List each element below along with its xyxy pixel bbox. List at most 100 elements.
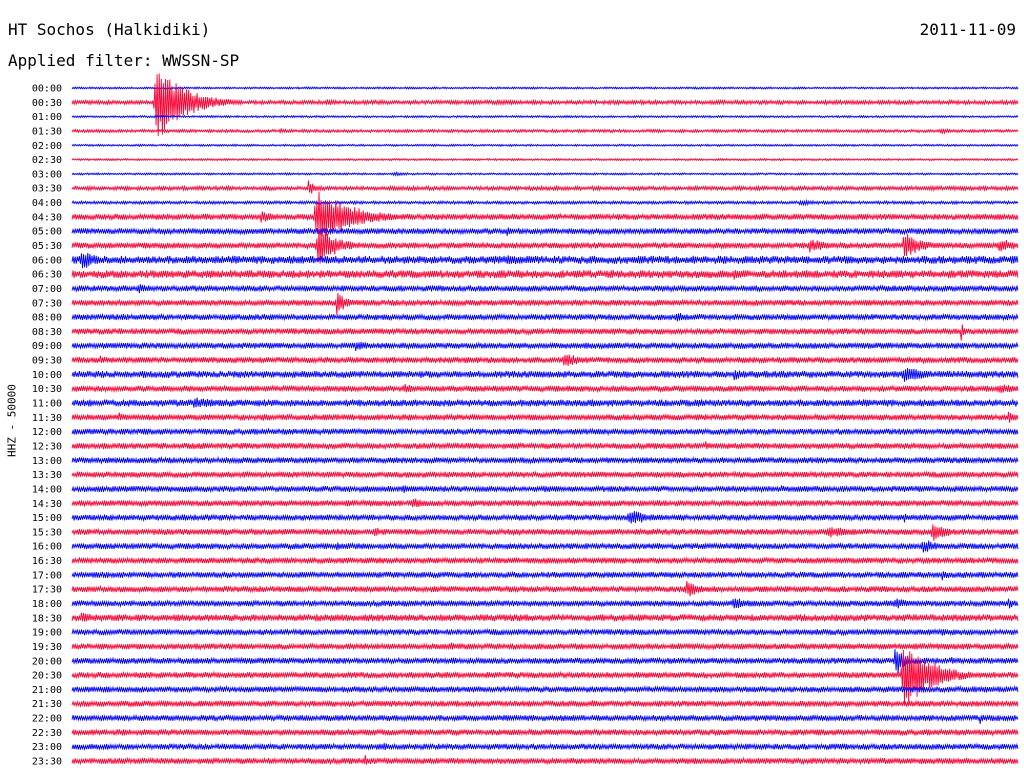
trace-row-1600 [71, 540, 1019, 553]
time-tick-label: 08:00 [32, 313, 62, 324]
time-tick-label: 18:30 [32, 613, 62, 624]
time-tick-label: 07:30 [32, 298, 62, 309]
trace-row-1000 [71, 367, 1019, 382]
trace-row-0600 [71, 252, 1019, 269]
time-tick-label: 21:00 [32, 685, 62, 696]
time-tick-label: 19:00 [32, 628, 62, 639]
time-tick-label: 06:30 [32, 270, 62, 281]
time-tick-label: 09:30 [32, 356, 62, 367]
seismogram-traces [71, 73, 1019, 766]
trace-row-1430 [71, 498, 1019, 508]
time-tick-label: 14:30 [32, 499, 62, 510]
time-tick-label: 15:00 [32, 513, 62, 524]
trace-row-2230 [71, 727, 1019, 737]
time-tick-label: 23:30 [32, 757, 62, 768]
trace-row-0200 [71, 143, 1019, 148]
trace-row-1830 [71, 612, 1019, 622]
trace-row-0700 [71, 284, 1019, 294]
trace-row-0000 [71, 86, 1019, 90]
trace-row-2030 [71, 649, 1019, 706]
time-tick-label: 12:00 [32, 427, 62, 438]
time-tick-label: 09:00 [32, 341, 62, 352]
time-tick-label: 17:00 [32, 570, 62, 581]
time-tick-label: 18:00 [32, 599, 62, 610]
time-tick-label: 02:30 [32, 155, 62, 166]
trace-row-1930 [71, 642, 1019, 651]
trace-row-1630 [71, 556, 1019, 565]
time-tick-label: 13:30 [32, 470, 62, 481]
trace-row-1200 [71, 427, 1019, 437]
time-tick-label: 14:00 [32, 484, 62, 495]
time-tick-label: 13:00 [32, 456, 62, 467]
trace-row-0830 [71, 324, 1019, 341]
trace-row-2200 [71, 713, 1019, 724]
trace-row-0300 [71, 170, 1019, 177]
time-tick-labels: 00:00 00:30 01:00 01:30 02:00 02:30 03:00 03:30… [32, 84, 62, 768]
time-tick-label: 20:30 [32, 671, 62, 682]
date-label: 2011-11-09 [919, 20, 1016, 39]
time-tick-label: 23:00 [32, 742, 62, 753]
trace-row-0230 [71, 157, 1019, 162]
trace-row-1700 [71, 570, 1019, 581]
trace-row-1100 [71, 397, 1019, 408]
trace-row-0400 [71, 198, 1019, 207]
time-tick-label: 20:00 [32, 656, 62, 667]
trace-row-2100 [71, 684, 1019, 694]
trace-row-1300 [71, 455, 1019, 465]
trace-row-1730 [71, 580, 1019, 597]
time-tick-label: 04:00 [32, 198, 62, 209]
trace-row-0630 [71, 269, 1019, 280]
trace-row-1900 [71, 627, 1019, 637]
trace-row-1330 [71, 470, 1019, 479]
trace-row-0530 [71, 229, 1019, 264]
time-tick-label: 16:30 [32, 556, 62, 567]
trace-row-0330 [71, 180, 1019, 194]
time-tick-label: 00:00 [32, 84, 62, 95]
trace-row-1530 [71, 524, 1019, 541]
time-tick-label: 10:00 [32, 370, 62, 381]
time-tick-label: 15:30 [32, 527, 62, 538]
trace-row-1800 [71, 598, 1019, 609]
time-tick-label: 11:30 [32, 413, 62, 424]
trace-row-0100 [71, 114, 1019, 119]
time-tick-label: 03:00 [32, 169, 62, 180]
trace-row-2300 [71, 742, 1019, 752]
station-title: HT Sochos (Halkidiki) [8, 20, 211, 39]
trace-row-1400 [71, 484, 1019, 494]
time-tick-label: 12:30 [32, 441, 62, 452]
trace-row-0430 [71, 191, 1019, 237]
trace-row-1500 [71, 511, 1019, 524]
time-tick-label: 10:30 [32, 384, 62, 395]
time-tick-label: 02:00 [32, 141, 62, 152]
trace-row-2130 [71, 699, 1019, 709]
time-tick-label: 22:00 [32, 714, 62, 725]
time-tick-label: 01:00 [32, 112, 62, 123]
time-tick-label: 01:30 [32, 126, 62, 137]
trace-row-2000 [71, 649, 1019, 674]
time-tick-label: 08:30 [32, 327, 62, 338]
time-tick-label: 07:00 [32, 284, 62, 295]
time-tick-label: 05:30 [32, 241, 62, 252]
trace-row-0030 [71, 73, 1019, 137]
time-tick-label: 06:00 [32, 255, 62, 266]
time-tick-label: 04:30 [32, 212, 62, 223]
trace-row-0730 [71, 292, 1019, 316]
trace-row-1030 [71, 383, 1019, 394]
trace-row-0930 [71, 354, 1019, 366]
trace-row-0900 [71, 341, 1019, 351]
time-tick-label: 05:00 [32, 227, 62, 238]
time-tick-label: 00:30 [32, 98, 62, 109]
time-tick-label: 19:30 [32, 642, 62, 653]
time-tick-label: 03:30 [32, 184, 62, 195]
time-tick-label: 17:30 [32, 585, 62, 596]
time-tick-label: 16:00 [32, 542, 62, 553]
trace-row-1230 [71, 441, 1019, 451]
trace-row-0800 [71, 312, 1019, 322]
trace-row-0130 [71, 127, 1019, 135]
trace-row-2330 [71, 754, 1019, 766]
time-tick-label: 22:30 [32, 728, 62, 739]
trace-row-0500 [71, 226, 1019, 236]
filter-label: Applied filter: WWSSN-SP [8, 51, 240, 70]
time-tick-label: 21:30 [32, 699, 62, 710]
